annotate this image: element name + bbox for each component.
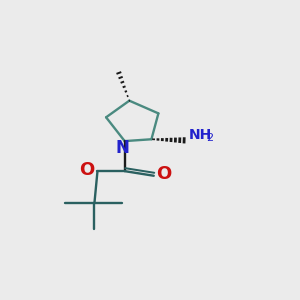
Text: N: N <box>116 139 130 157</box>
Text: O: O <box>157 165 172 183</box>
Text: 2: 2 <box>206 133 214 143</box>
Text: O: O <box>79 160 94 178</box>
Text: NH: NH <box>189 128 212 142</box>
